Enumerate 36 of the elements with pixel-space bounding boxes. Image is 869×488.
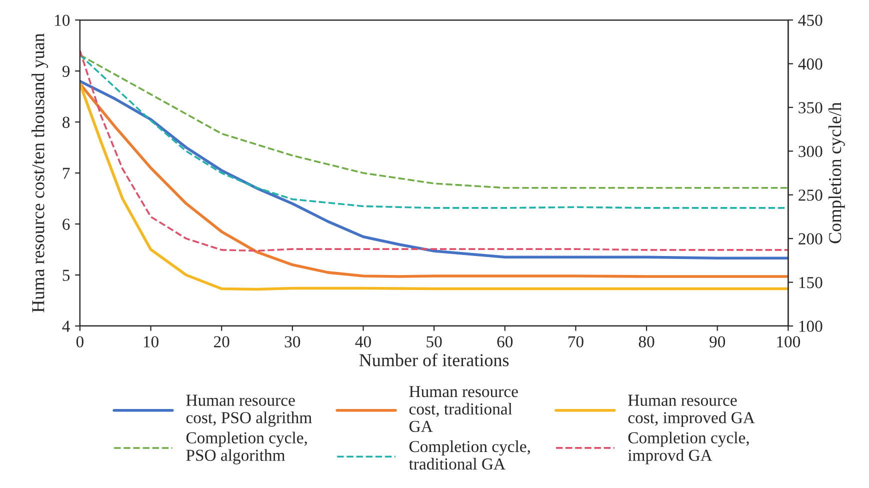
y-tick-label: 8	[62, 116, 70, 128]
legend-label: Completion cycle, PSO algorithm	[186, 432, 307, 464]
y2-tick-label: 100	[799, 320, 822, 332]
legend-label: Completion cycle, improvd GA	[628, 432, 749, 464]
legend-label: Human resource cost, improved GA	[628, 394, 755, 427]
legend-label: Human resource cost, PSO algrithm	[186, 394, 312, 427]
y2-axis-title: Completion cycle/h	[828, 102, 845, 244]
y2-tick-label: 250	[798, 190, 822, 201]
y-tick-label: 7	[62, 168, 70, 179]
y-tick-label: 10	[55, 14, 70, 26]
y-tick-label: 6	[62, 218, 70, 230]
x-tick-label: 60	[497, 336, 513, 348]
y-tick-label: 5	[62, 270, 70, 281]
y2-tick-label: 300	[798, 146, 822, 158]
x-axis-title: Number of iterations	[359, 353, 509, 366]
x-tick-label: 50	[426, 336, 442, 348]
y2-tick-label: 200	[798, 233, 822, 245]
x-tick-label: 90	[710, 336, 726, 348]
y-tick-label: 9	[62, 66, 70, 77]
x-tick-label: 20	[214, 336, 230, 348]
x-tick-label: 30	[284, 336, 300, 348]
x-tick-label: 40	[355, 336, 371, 348]
y2-tick-label: 150	[799, 276, 822, 288]
legend-label: Human resource cost, traditional GA	[409, 386, 518, 432]
x-tick-label: 10	[144, 336, 158, 348]
x-tick-label: 0	[76, 336, 84, 348]
y2-tick-label: 400	[798, 58, 822, 70]
y2-tick-label: 350	[798, 102, 822, 114]
y-tick-label: 4	[62, 320, 70, 332]
line-series	[80, 50, 788, 252]
x-tick-label: 80	[638, 336, 654, 348]
y-axis-title: Huma resource cost/ten thousand yuan	[32, 33, 48, 312]
x-tick-label: 100	[777, 336, 800, 348]
y2-tick-label: 450	[798, 14, 822, 26]
legend-label: Completion cycle, traditional GA	[408, 440, 530, 470]
x-tick-label: 70	[568, 336, 584, 348]
